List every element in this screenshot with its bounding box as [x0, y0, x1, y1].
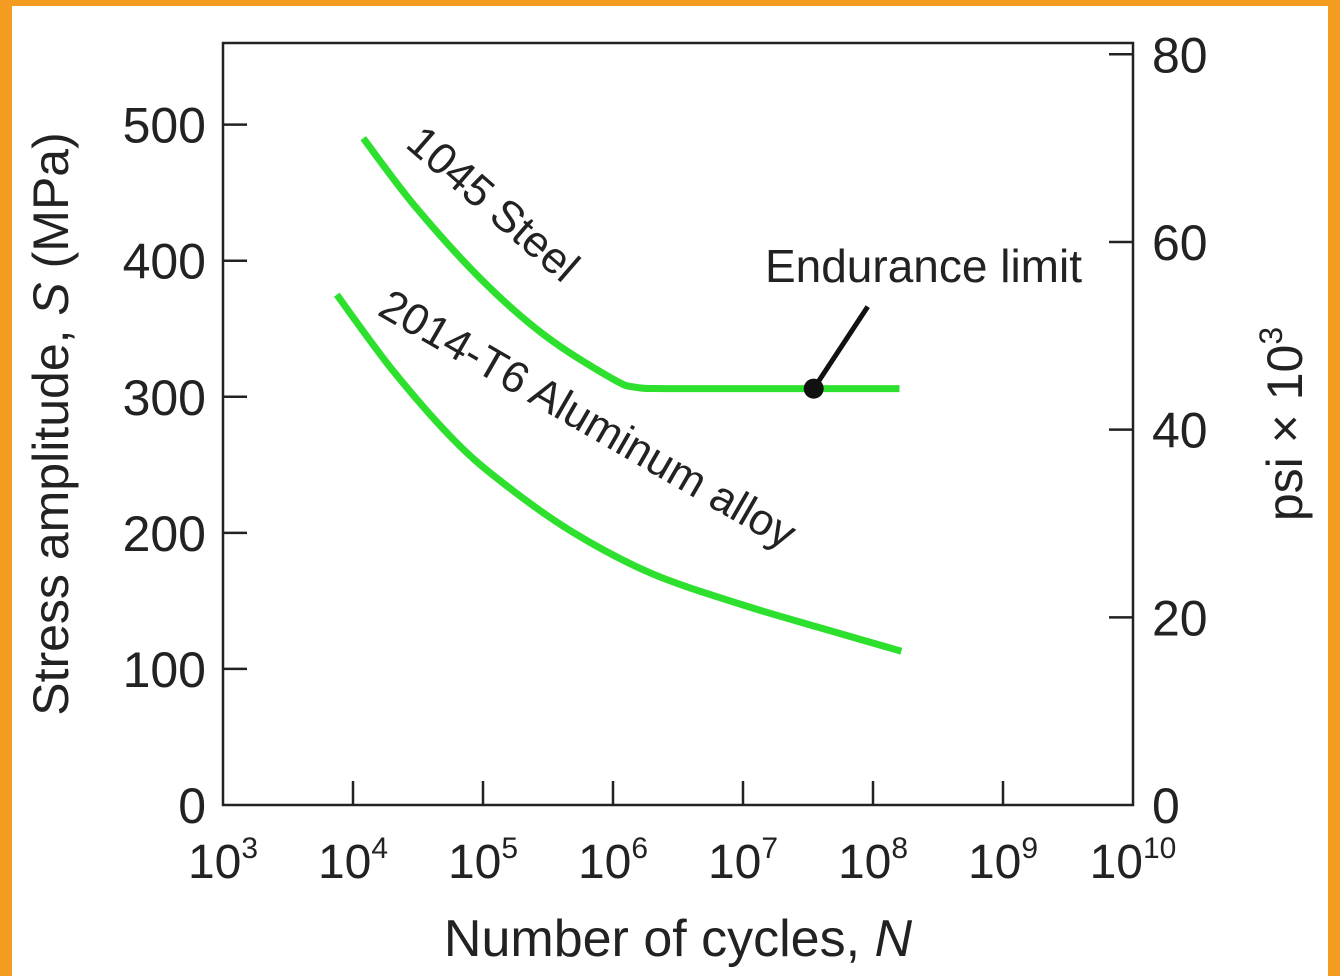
- plot-area-border: [221, 41, 1135, 807]
- x-tick-base: 10: [968, 836, 1021, 889]
- endurance-limit-label: Endurance limit: [765, 240, 1082, 292]
- series-line-2014-t6-aluminum: [333, 292, 903, 655]
- y-left-axis-label: Stress amplitude, S (MPa): [23, 132, 79, 716]
- x-tick-exponent: 9: [1021, 832, 1038, 865]
- y-right-axis-label-exponent: 3: [1253, 327, 1289, 345]
- x-tick-exponent: 6: [631, 832, 648, 865]
- y-right-axis-label: psi × 103: [1253, 327, 1313, 521]
- x-axis-label-variable: N: [875, 910, 913, 968]
- x-tick-label: 103: [188, 832, 258, 889]
- y-right-axis-ticks: 0 20 40 60 80: [1109, 27, 1208, 834]
- y-left-tick-label: 500: [123, 98, 206, 154]
- y-left-tick-label: 100: [123, 642, 206, 698]
- x-tick-base: 10: [838, 836, 891, 889]
- series-label-1045-steel: 1045 Steel: [397, 117, 588, 292]
- x-tick-base: 10: [1090, 836, 1143, 889]
- x-tick-base: 10: [708, 836, 761, 889]
- y-left-axis-ticks: 0 100 200 300 400 500: [123, 98, 247, 834]
- y-right-tick-label: 0: [1152, 778, 1180, 834]
- y-right-axis-label-text: psi × 10: [1257, 345, 1313, 522]
- y-left-tick-label: 300: [123, 370, 206, 426]
- x-tick-base: 10: [188, 836, 241, 889]
- sn-curve-chart: 103 104 105 106 107 108 109 1010 01002003004005…: [23, 27, 1313, 968]
- endurance-limit-point: [803, 378, 824, 399]
- y-left-axis-label-unit: (MPa): [23, 132, 79, 282]
- y-left-axis-label-text: Stress amplitude,: [23, 316, 79, 716]
- series-group: [333, 136, 903, 655]
- x-tick-exponent: 7: [761, 832, 778, 865]
- series-line-1045-steel: [360, 136, 900, 393]
- endurance-limit-pointer: [811, 305, 870, 390]
- y-right-tick-label: 60: [1152, 215, 1208, 271]
- x-tick-exponent: 5: [501, 832, 518, 865]
- y-left-tick-label: 200: [123, 506, 206, 562]
- x-tick-exponent: 4: [371, 832, 388, 865]
- x-tick-label: 106: [578, 832, 648, 889]
- y-left-tick-label: 0: [178, 778, 206, 834]
- x-tick-base: 10: [448, 836, 501, 889]
- x-tick-exponent: 8: [891, 832, 908, 865]
- x-tick-label: 108: [838, 832, 908, 889]
- x-tick-label: 107: [708, 832, 778, 889]
- x-tick-label: 105: [448, 832, 518, 889]
- y-left-tick-label: 400: [123, 234, 206, 290]
- x-tick-label: 109: [968, 832, 1038, 889]
- chart-frame: 103 104 105 106 107 108 109 1010 0 100 200 300 400 5…: [12, 6, 1328, 976]
- x-axis-label-text: Number of cycles,: [444, 910, 875, 968]
- y-left-axis-label-variable: S: [23, 282, 79, 315]
- x-tick-label: 104: [318, 832, 388, 889]
- y-right-tick-label: 80: [1152, 27, 1208, 83]
- x-axis-label: Number of cycles, N: [444, 910, 913, 968]
- x-axis-ticks: 103 104 105 106 107 108 109 1010: [188, 781, 1176, 889]
- x-tick-base: 10: [318, 836, 371, 889]
- y-right-tick-label: 40: [1152, 403, 1208, 459]
- x-tick-label: 1010: [1090, 832, 1177, 889]
- x-tick-base: 10: [578, 836, 631, 889]
- x-tick-exponent: 10: [1143, 832, 1176, 865]
- y-right-tick-label: 20: [1152, 590, 1208, 646]
- x-tick-exponent: 3: [241, 832, 258, 865]
